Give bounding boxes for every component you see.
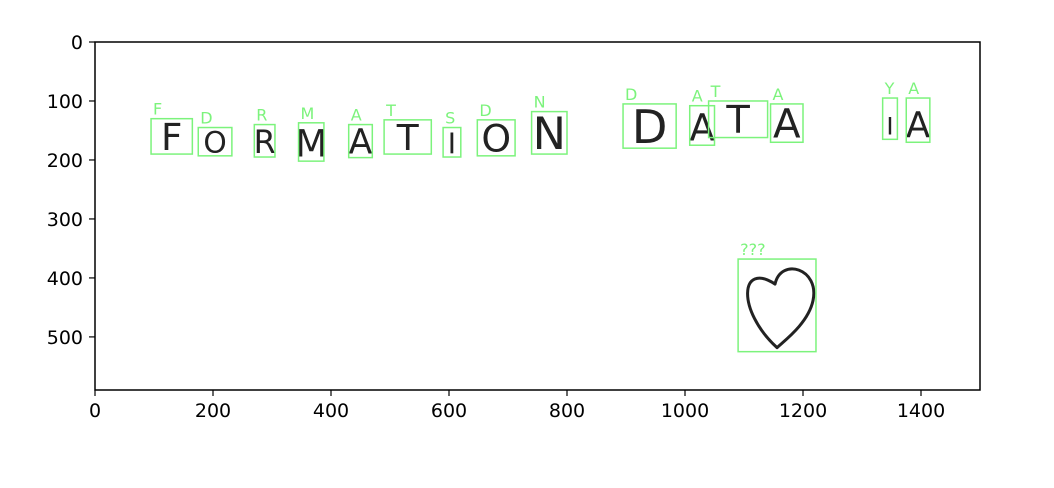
detection-label: S <box>445 109 455 128</box>
handwritten-glyph: A <box>773 101 801 148</box>
y-tick-label: 300 <box>47 209 83 231</box>
detection: MM <box>295 104 328 166</box>
handwritten-glyph: I <box>886 111 893 140</box>
detection-label: A <box>692 87 703 106</box>
x-tick-label: 1000 <box>661 400 709 422</box>
axes-frame <box>94 41 981 391</box>
x-axis: 0 200 400 600 800 1000 1200 1400 <box>89 390 945 422</box>
detection: FF <box>150 100 194 159</box>
x-tick-label: 1400 <box>897 400 945 422</box>
detection: AA <box>688 87 716 149</box>
x-tick-label: 1200 <box>779 400 827 422</box>
handwritten-glyph: M <box>295 122 328 166</box>
detection-box <box>707 100 769 139</box>
y-tick-label: 0 <box>71 32 83 54</box>
detection-box <box>253 123 276 158</box>
detection-label: A <box>351 106 362 125</box>
handwritten-glyph: A <box>906 105 930 146</box>
detection-box <box>737 258 817 353</box>
detection: OD <box>476 101 516 161</box>
detection-label: Y <box>884 79 895 98</box>
detection-label: D <box>479 101 491 120</box>
detection-box <box>347 123 374 159</box>
detection: AA <box>769 85 804 148</box>
handwritten-glyph: A <box>349 123 373 163</box>
handwritten-glyph: O <box>203 125 226 160</box>
detection-label: F <box>153 100 162 119</box>
handwritten-glyph: I <box>448 127 456 160</box>
detection-label: T <box>710 82 721 101</box>
x-tick-label: 600 <box>431 400 467 422</box>
y-axis: 0 100 200 300 400 500 <box>47 32 95 349</box>
detection-box <box>530 110 568 155</box>
detection: IY <box>881 79 899 141</box>
detection-label: N <box>534 93 546 112</box>
handwritten-glyph: A <box>689 106 714 149</box>
x-tick-label: 200 <box>195 400 231 422</box>
y-tick-label: 500 <box>47 327 83 349</box>
handwritten-glyph: D <box>632 100 668 154</box>
detection-box <box>905 97 931 144</box>
detection: DD <box>622 85 677 154</box>
detection-label: A <box>773 85 784 104</box>
detection-box <box>769 103 804 144</box>
detection-label: ??? <box>740 240 765 259</box>
detection: RR <box>253 106 276 161</box>
detection: NN <box>530 93 568 160</box>
handwritten-glyph: T <box>396 118 420 159</box>
detection-box <box>150 117 194 155</box>
detection-box <box>383 119 433 155</box>
y-tick-label: 400 <box>47 268 83 290</box>
x-tick-label: 0 <box>89 400 101 422</box>
handwritten-glyph: R <box>254 124 276 161</box>
detection-label: R <box>256 106 267 125</box>
detection-box <box>197 126 233 157</box>
handwritten-glyph: T <box>725 98 750 143</box>
detection-box <box>476 119 516 157</box>
detection-label: D <box>625 85 637 104</box>
handwritten-glyph: N <box>533 108 566 160</box>
heart-drawing <box>746 267 816 350</box>
y-tick-label: 100 <box>47 91 83 113</box>
y-tick-label: 200 <box>47 150 83 172</box>
detection-label: T <box>385 101 396 120</box>
detection: TT <box>383 101 433 159</box>
detection-box <box>442 126 462 158</box>
detection: AA <box>347 106 374 163</box>
x-tick-label: 800 <box>549 400 585 422</box>
detection-box <box>297 122 325 162</box>
detection-box <box>881 97 899 141</box>
handwritten-glyph: O <box>481 117 511 161</box>
x-tick-label: 400 <box>313 400 349 422</box>
detection-box <box>688 104 716 146</box>
detection-label: M <box>301 104 315 123</box>
detection: IS <box>442 109 462 160</box>
handwritten-glyph: F <box>161 115 182 159</box>
detection: AA <box>905 79 931 146</box>
detection: TT <box>707 82 769 143</box>
detection-label: D <box>200 109 212 128</box>
detection-label: A <box>908 79 919 98</box>
detection: ??? <box>737 240 817 353</box>
detection: OD <box>197 109 233 160</box>
detection-box <box>622 103 677 149</box>
